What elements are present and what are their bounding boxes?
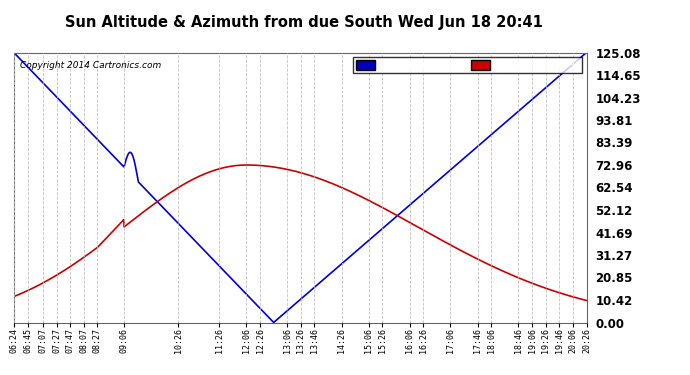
Legend: Azimuth (Angle °), Altitude (Angle °): Azimuth (Angle °), Altitude (Angle °) bbox=[353, 57, 582, 74]
Text: Sun Altitude & Azimuth from due South Wed Jun 18 20:41: Sun Altitude & Azimuth from due South We… bbox=[65, 15, 542, 30]
Text: Copyright 2014 Cartronics.com: Copyright 2014 Cartronics.com bbox=[19, 61, 161, 70]
